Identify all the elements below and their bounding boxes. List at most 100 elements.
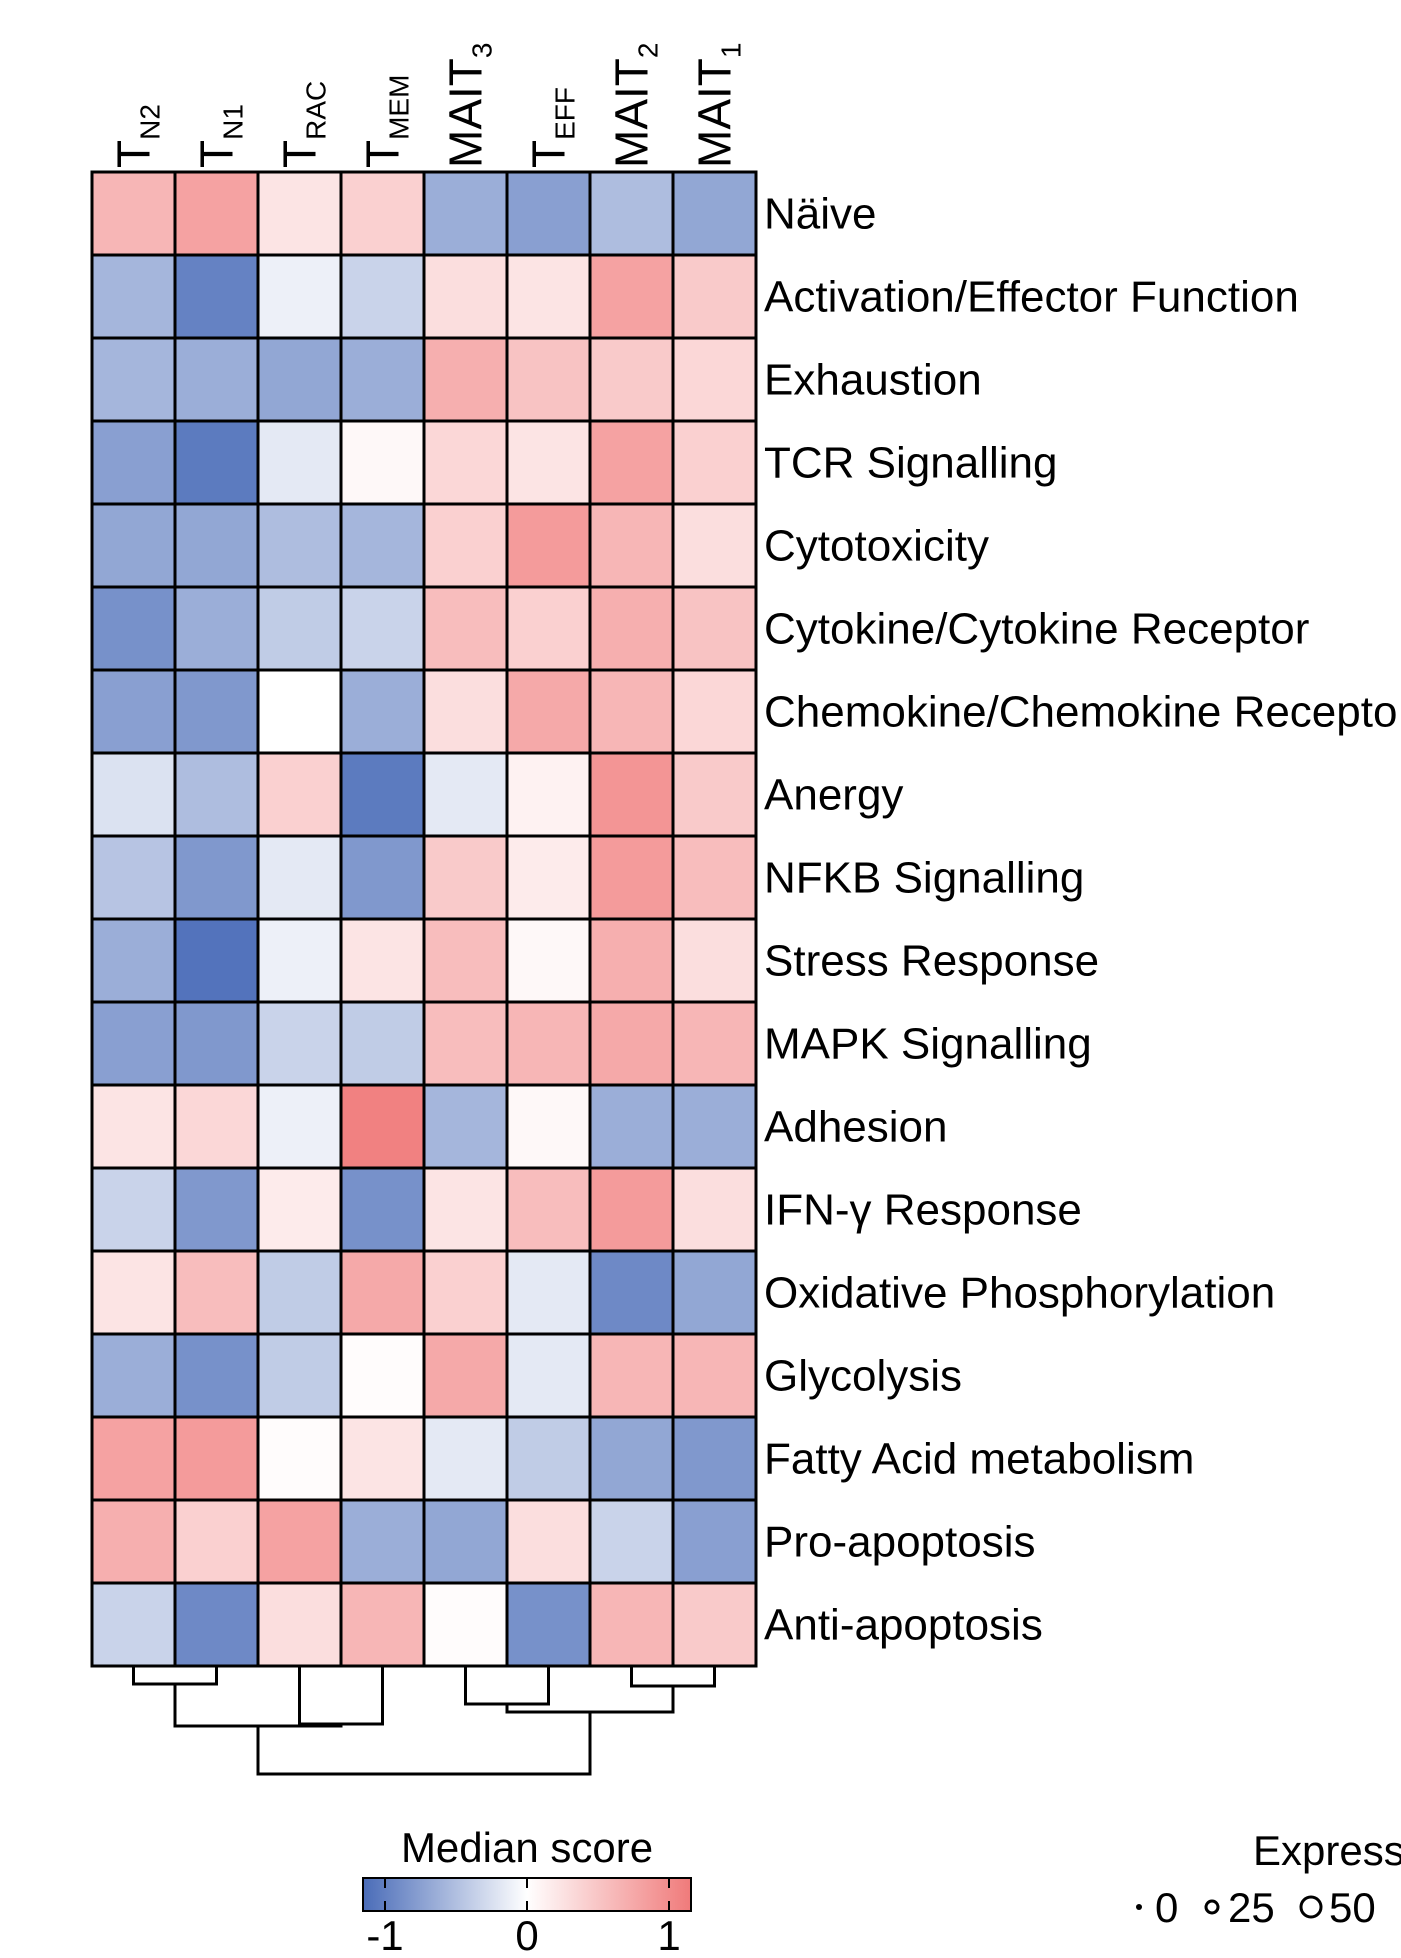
heatmap-cell xyxy=(90,1415,177,1502)
dendrogram-branch xyxy=(630,1666,716,1688)
row-label: Adhesion xyxy=(764,1103,947,1152)
heatmap-cell xyxy=(339,1332,426,1419)
heatmap-cell xyxy=(173,1166,260,1253)
heatmap-cell xyxy=(505,751,592,838)
heatmap-cell xyxy=(339,1000,426,1087)
heatmap-cell xyxy=(256,1166,343,1253)
heatmap-cell xyxy=(90,1332,177,1419)
heatmap-cell xyxy=(422,1498,509,1585)
heatmap-cell xyxy=(256,668,343,755)
heatmap-cell xyxy=(90,1000,177,1087)
heatmap-cell xyxy=(339,1166,426,1253)
heatmap-cell xyxy=(422,336,509,423)
size-legend-dot-25 xyxy=(1204,1899,1220,1915)
heatmap-cell xyxy=(90,170,177,257)
heatmap-cell xyxy=(588,502,675,589)
heatmap-cell xyxy=(422,170,509,257)
heatmap-cell xyxy=(256,1000,343,1087)
heatmap-cell xyxy=(339,668,426,755)
heatmap-cell xyxy=(422,1415,509,1502)
row-label: Exhaustion xyxy=(764,356,982,405)
heatmap-cell xyxy=(671,1498,758,1585)
heatmap-cell xyxy=(90,585,177,672)
row-label: Pro-apoptosis xyxy=(764,1518,1035,1567)
dendrogram-branch xyxy=(505,1686,675,1714)
heatmap-cell xyxy=(505,336,592,423)
heatmap-cells xyxy=(90,170,758,1668)
heatmap-cell xyxy=(671,1581,758,1668)
heatmap-cell xyxy=(90,668,177,755)
heatmap-cell xyxy=(588,1083,675,1170)
row-label: MAPK Signalling xyxy=(764,1020,1092,1069)
column-dendrogram xyxy=(132,1666,716,1776)
heatmap-cell xyxy=(588,1332,675,1419)
heatmap-cell xyxy=(671,419,758,506)
heatmap-cell xyxy=(339,1498,426,1585)
heatmap-cell xyxy=(256,834,343,921)
heatmap-cell xyxy=(90,751,177,838)
heatmap-cell xyxy=(339,336,426,423)
column-label: MAIT2 xyxy=(606,43,664,168)
heatmap-cell xyxy=(588,336,675,423)
heatmap-cell xyxy=(505,1166,592,1253)
size-legend-dot-0 xyxy=(1136,1904,1142,1910)
heatmap-cell xyxy=(505,834,592,921)
heatmap-cell xyxy=(505,1415,592,1502)
heatmap-cell xyxy=(422,917,509,1004)
heatmap-cell xyxy=(422,253,509,340)
heatmap-cell xyxy=(422,502,509,589)
heatmap-cell xyxy=(339,419,426,506)
row-label: Activation/Effector Function xyxy=(764,273,1299,322)
heatmap-cell xyxy=(90,1083,177,1170)
row-label: NFKB Signalling xyxy=(764,854,1084,903)
heatmap-cell xyxy=(422,419,509,506)
heatmap-cell xyxy=(339,502,426,589)
heatmap-cell xyxy=(505,585,592,672)
heatmap-cell xyxy=(588,1000,675,1087)
size-legend-label-50: 50 xyxy=(1329,1884,1376,1931)
heatmap-cell xyxy=(588,1581,675,1668)
heatmap-cell xyxy=(173,1498,260,1585)
heatmap-cell xyxy=(173,336,260,423)
heatmap-cell xyxy=(256,585,343,672)
heatmap-cell xyxy=(90,1249,177,1336)
row-label: Cytotoxicity xyxy=(764,522,989,571)
heatmap-cell xyxy=(256,1332,343,1419)
heatmap-cell xyxy=(671,1332,758,1419)
heatmap-cell xyxy=(173,1415,260,1502)
heatmap-cell xyxy=(339,1581,426,1668)
heatmap-cell xyxy=(505,253,592,340)
heatmap-cell xyxy=(422,1000,509,1087)
row-label: Anergy xyxy=(764,771,903,820)
heatmap-cell xyxy=(588,253,675,340)
heatmap-cell xyxy=(256,502,343,589)
heatmap-cell xyxy=(422,751,509,838)
heatmap-cell xyxy=(90,502,177,589)
row-label: Oxidative Phosphorylation xyxy=(764,1269,1275,1318)
heatmap-cell xyxy=(671,917,758,1004)
heatmap-cell xyxy=(505,502,592,589)
heatmap-cell xyxy=(671,668,758,755)
heatmap-cell xyxy=(256,751,343,838)
heatmap-cell xyxy=(90,917,177,1004)
heatmap-cell xyxy=(256,1415,343,1502)
heatmap-cell xyxy=(671,1000,758,1087)
dendrogram-branch xyxy=(173,1684,343,1728)
heatmap-cell xyxy=(256,1249,343,1336)
heatmap-cell xyxy=(505,1000,592,1087)
heatmap-cell xyxy=(256,917,343,1004)
heatmap-cell xyxy=(588,751,675,838)
heatmap-cell xyxy=(671,1249,758,1336)
heatmap-cell xyxy=(671,751,758,838)
heatmap-cell xyxy=(339,170,426,257)
column-label: TMEM xyxy=(357,75,415,168)
heatmap-cell xyxy=(90,1581,177,1668)
dendrogram-branch xyxy=(298,1666,384,1726)
size-legend-label-25: 25 xyxy=(1228,1884,1275,1931)
heatmap-cell xyxy=(90,336,177,423)
heatmap-cell xyxy=(256,1498,343,1585)
heatmap-cell xyxy=(671,253,758,340)
heatmap-cell xyxy=(505,917,592,1004)
colorbar-tick-label: -1 xyxy=(366,1912,403,1958)
